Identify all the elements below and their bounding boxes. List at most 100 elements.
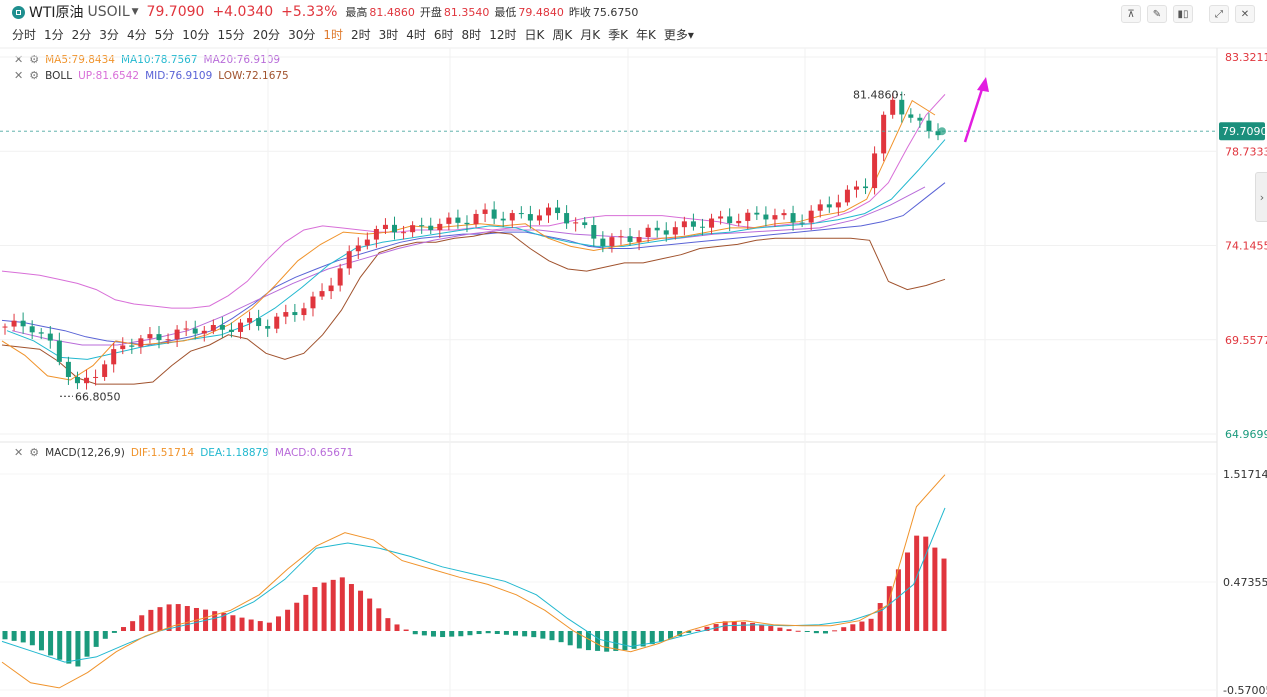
candle-body bbox=[410, 225, 416, 233]
period-tab-12[interactable]: 3时 bbox=[378, 28, 399, 42]
candle-body bbox=[65, 361, 71, 377]
instrument-name[interactable]: WTI原油 bbox=[29, 5, 84, 21]
candle-body bbox=[509, 213, 515, 221]
instrument-code[interactable]: USOIL bbox=[87, 4, 130, 20]
candle-body bbox=[473, 213, 479, 225]
period-tab-14[interactable]: 6时 bbox=[433, 28, 454, 42]
period-tab-3[interactable]: 3分 bbox=[99, 28, 119, 42]
period-tab-13[interactable]: 4时 bbox=[406, 28, 426, 42]
macd-bar bbox=[430, 631, 436, 637]
candle-body bbox=[256, 318, 262, 327]
macd-bar bbox=[595, 631, 601, 651]
period-tab-15[interactable]: 8时 bbox=[461, 28, 482, 42]
period-tab-20[interactable]: 季K bbox=[608, 28, 628, 42]
candle-body bbox=[609, 237, 615, 247]
macd-bar bbox=[513, 631, 519, 636]
candle-body bbox=[844, 189, 850, 203]
expand-icon[interactable]: ⤢ bbox=[1209, 5, 1229, 23]
macd-bar bbox=[531, 631, 537, 638]
draw-tool-icon[interactable]: ✎ bbox=[1147, 5, 1167, 23]
candle-body bbox=[401, 232, 407, 234]
line-tool-icon[interactable]: ⊼ bbox=[1121, 5, 1141, 23]
candle-body bbox=[899, 99, 905, 115]
candle-body bbox=[147, 334, 153, 339]
macd-bar bbox=[668, 631, 674, 639]
price-change-percent: +5.33% bbox=[281, 4, 338, 20]
period-tab-5[interactable]: 5分 bbox=[154, 28, 175, 42]
period-tab-18[interactable]: 周K bbox=[552, 28, 573, 42]
macd-bar bbox=[175, 604, 181, 632]
macd-bar bbox=[266, 622, 272, 632]
period-tab-0[interactable]: 分时 bbox=[12, 28, 37, 42]
candle-body bbox=[500, 218, 506, 221]
period-tab-2[interactable]: 2分 bbox=[71, 28, 92, 42]
period-tab-21[interactable]: 年K bbox=[635, 28, 656, 42]
candle-body bbox=[663, 230, 669, 235]
macd-name: MACD(12,26,9) bbox=[45, 446, 125, 459]
macd-bar bbox=[212, 611, 218, 632]
candle-body bbox=[56, 340, 62, 362]
candle-body bbox=[464, 222, 470, 225]
period-tab-17[interactable]: 日K bbox=[524, 28, 545, 42]
dif-line bbox=[1, 474, 946, 689]
ma-settings-icon[interactable]: ⚙ bbox=[29, 53, 40, 66]
close-icon[interactable]: ✕ bbox=[1235, 5, 1255, 23]
candle-body bbox=[853, 186, 859, 190]
period-tab-8[interactable]: 20分 bbox=[252, 28, 281, 42]
candle-body bbox=[174, 329, 180, 340]
boll-settings-icon[interactable]: ⚙ bbox=[29, 69, 40, 82]
period-tab-19[interactable]: 月K bbox=[580, 28, 601, 42]
candle-body bbox=[863, 186, 869, 189]
macd-bar bbox=[412, 631, 418, 635]
macd-bar bbox=[914, 535, 920, 632]
candle-body bbox=[165, 339, 171, 341]
macd-y-tick-label: 0.47355 bbox=[1223, 576, 1267, 589]
period-tab-4[interactable]: 4分 bbox=[126, 28, 147, 42]
side-panel-toggle[interactable]: › bbox=[1255, 172, 1267, 222]
candle-body bbox=[545, 207, 551, 216]
candle-body bbox=[826, 204, 832, 208]
period-tab-22[interactable]: 更多▾ bbox=[663, 28, 694, 42]
macd-bar bbox=[886, 586, 892, 632]
remove-boll-icon[interactable]: ✕ bbox=[14, 69, 24, 82]
candle-body bbox=[781, 213, 787, 216]
instrument-logo-icon bbox=[12, 5, 25, 19]
candle-body bbox=[419, 225, 425, 227]
macd-bar bbox=[38, 631, 44, 651]
candle-body bbox=[600, 238, 606, 247]
period-tab-16[interactable]: 12时 bbox=[489, 28, 517, 42]
candle-body bbox=[392, 224, 398, 233]
candle-body bbox=[618, 236, 624, 238]
period-tab-9[interactable]: 30分 bbox=[288, 28, 316, 42]
macd-settings-icon[interactable]: ⚙ bbox=[29, 446, 40, 459]
remove-ma-icon[interactable]: ✕ bbox=[14, 53, 24, 66]
period-tab-7[interactable]: 15分 bbox=[217, 28, 245, 42]
macd-bar bbox=[686, 631, 692, 633]
period-tab-6[interactable]: 10分 bbox=[182, 28, 210, 42]
candle-body bbox=[591, 225, 597, 239]
candle-type-icon[interactable]: ▮▯ bbox=[1173, 5, 1193, 23]
macd-bar bbox=[339, 577, 345, 632]
macd-bar bbox=[649, 631, 655, 645]
period-tab-11[interactable]: 2时 bbox=[350, 28, 371, 42]
instrument-dropdown-icon[interactable]: ▼ bbox=[131, 7, 139, 17]
macd-bar bbox=[731, 621, 737, 632]
candle-body bbox=[890, 99, 896, 115]
period-tab-10[interactable]: 1时 bbox=[323, 28, 343, 42]
macd-bar bbox=[503, 631, 509, 635]
dea-value: DEA:1.18879 bbox=[200, 446, 269, 459]
macd-bar bbox=[275, 616, 281, 632]
period-tab-1[interactable]: 1分 bbox=[44, 28, 64, 42]
candle-body bbox=[201, 330, 207, 334]
remove-macd-icon[interactable]: ✕ bbox=[14, 446, 24, 459]
candle-body bbox=[219, 325, 225, 330]
candle-body bbox=[672, 227, 678, 235]
macd-bar bbox=[905, 552, 911, 632]
macd-bar bbox=[841, 627, 847, 632]
candle-body bbox=[736, 220, 742, 224]
macd-bar bbox=[740, 622, 746, 632]
macd-bar bbox=[20, 631, 26, 643]
macd-bar bbox=[932, 547, 938, 632]
period-tabs: 分时 1分 2分 3分 4分 5分 10分 15分 20分 30分 1时 2时 3时 4时 6时 8时 12时日… bbox=[12, 26, 702, 44]
